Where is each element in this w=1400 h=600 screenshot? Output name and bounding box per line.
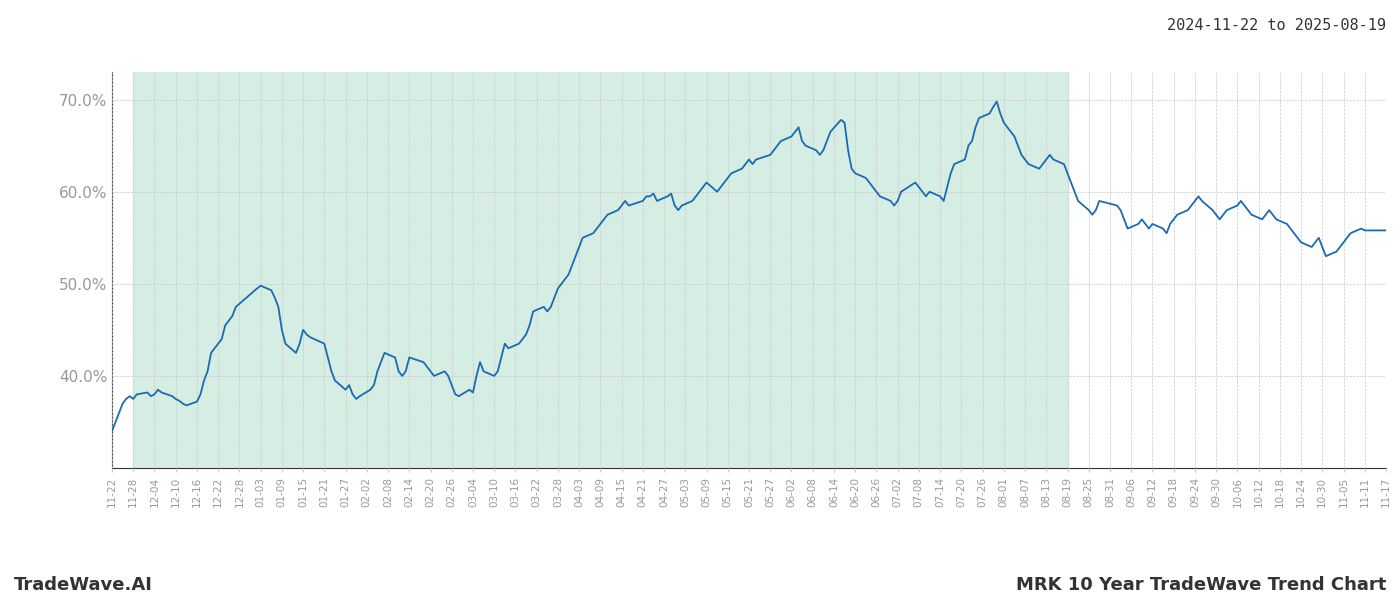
Text: TradeWave.AI: TradeWave.AI	[14, 576, 153, 594]
Bar	[133, 72, 1068, 468]
Text: MRK 10 Year TradeWave Trend Chart: MRK 10 Year TradeWave Trend Chart	[1015, 576, 1386, 594]
Text: 2024-11-22 to 2025-08-19: 2024-11-22 to 2025-08-19	[1168, 18, 1386, 33]
